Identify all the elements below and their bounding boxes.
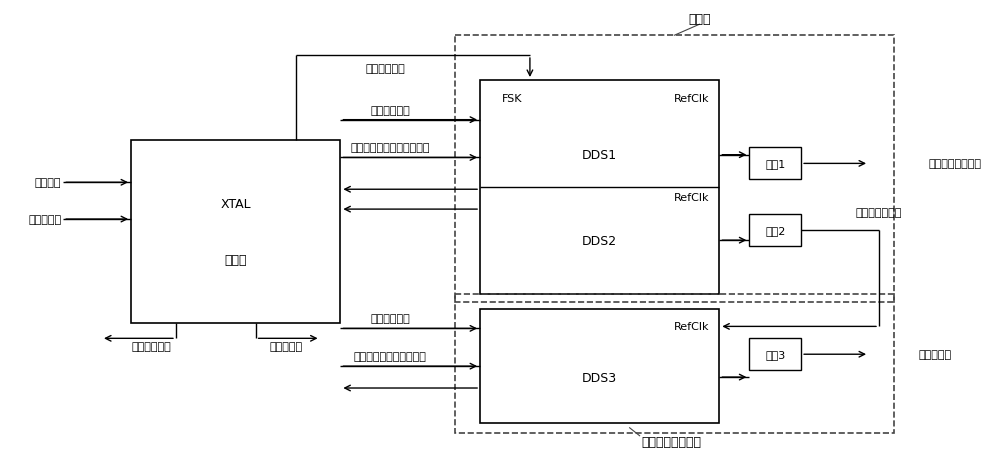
Text: 倍频器: 倍频器 bbox=[688, 13, 711, 26]
Text: 同步参考信号: 同步参考信号 bbox=[131, 342, 171, 352]
Text: 仿真激励源发生器: 仿真激励源发生器 bbox=[642, 435, 702, 448]
Text: DDS1: DDS1 bbox=[582, 149, 617, 162]
Text: 键控调频信号: 键控调频信号 bbox=[365, 64, 405, 74]
Text: 处理器: 处理器 bbox=[224, 253, 247, 266]
Text: DDS3: DDS3 bbox=[582, 371, 617, 384]
Bar bbox=[480, 81, 719, 294]
Text: 滤波1: 滤波1 bbox=[765, 159, 785, 169]
Text: 倍频、调制数值初始化设置: 倍频、调制数值初始化设置 bbox=[351, 143, 430, 153]
Bar bbox=[749, 339, 801, 370]
Text: 滤波2: 滤波2 bbox=[765, 226, 785, 236]
Text: 输出频率数值初始化设置: 输出频率数值初始化设置 bbox=[354, 351, 427, 361]
Bar bbox=[455, 294, 894, 433]
Text: 串行通讯时序: 串行通讯时序 bbox=[370, 314, 410, 324]
Text: 频稳测试仪: 频稳测试仪 bbox=[919, 349, 952, 359]
Bar bbox=[131, 140, 340, 324]
Bar bbox=[749, 215, 801, 246]
Text: 判断用信号: 判断用信号 bbox=[269, 342, 302, 352]
Text: RefClk: RefClk bbox=[674, 192, 709, 202]
Bar bbox=[480, 309, 719, 423]
Text: 非调制倍频信号: 非调制倍频信号 bbox=[856, 207, 902, 217]
Text: RefClk: RefClk bbox=[674, 94, 709, 104]
Bar bbox=[749, 148, 801, 180]
Bar bbox=[455, 36, 894, 302]
Text: 鉴频信号: 鉴频信号 bbox=[35, 178, 61, 188]
Text: 用户端输入: 用户端输入 bbox=[28, 215, 61, 225]
Text: 串行通讯时序: 串行通讯时序 bbox=[370, 106, 410, 116]
Text: RefClk: RefClk bbox=[674, 322, 709, 332]
Text: FSK: FSK bbox=[502, 94, 522, 104]
Text: DDS2: DDS2 bbox=[582, 234, 617, 247]
Text: XTAL: XTAL bbox=[220, 198, 251, 211]
Text: 滤波3: 滤波3 bbox=[765, 349, 785, 359]
Text: 带调制的倍频信号: 带调制的倍频信号 bbox=[929, 159, 982, 169]
